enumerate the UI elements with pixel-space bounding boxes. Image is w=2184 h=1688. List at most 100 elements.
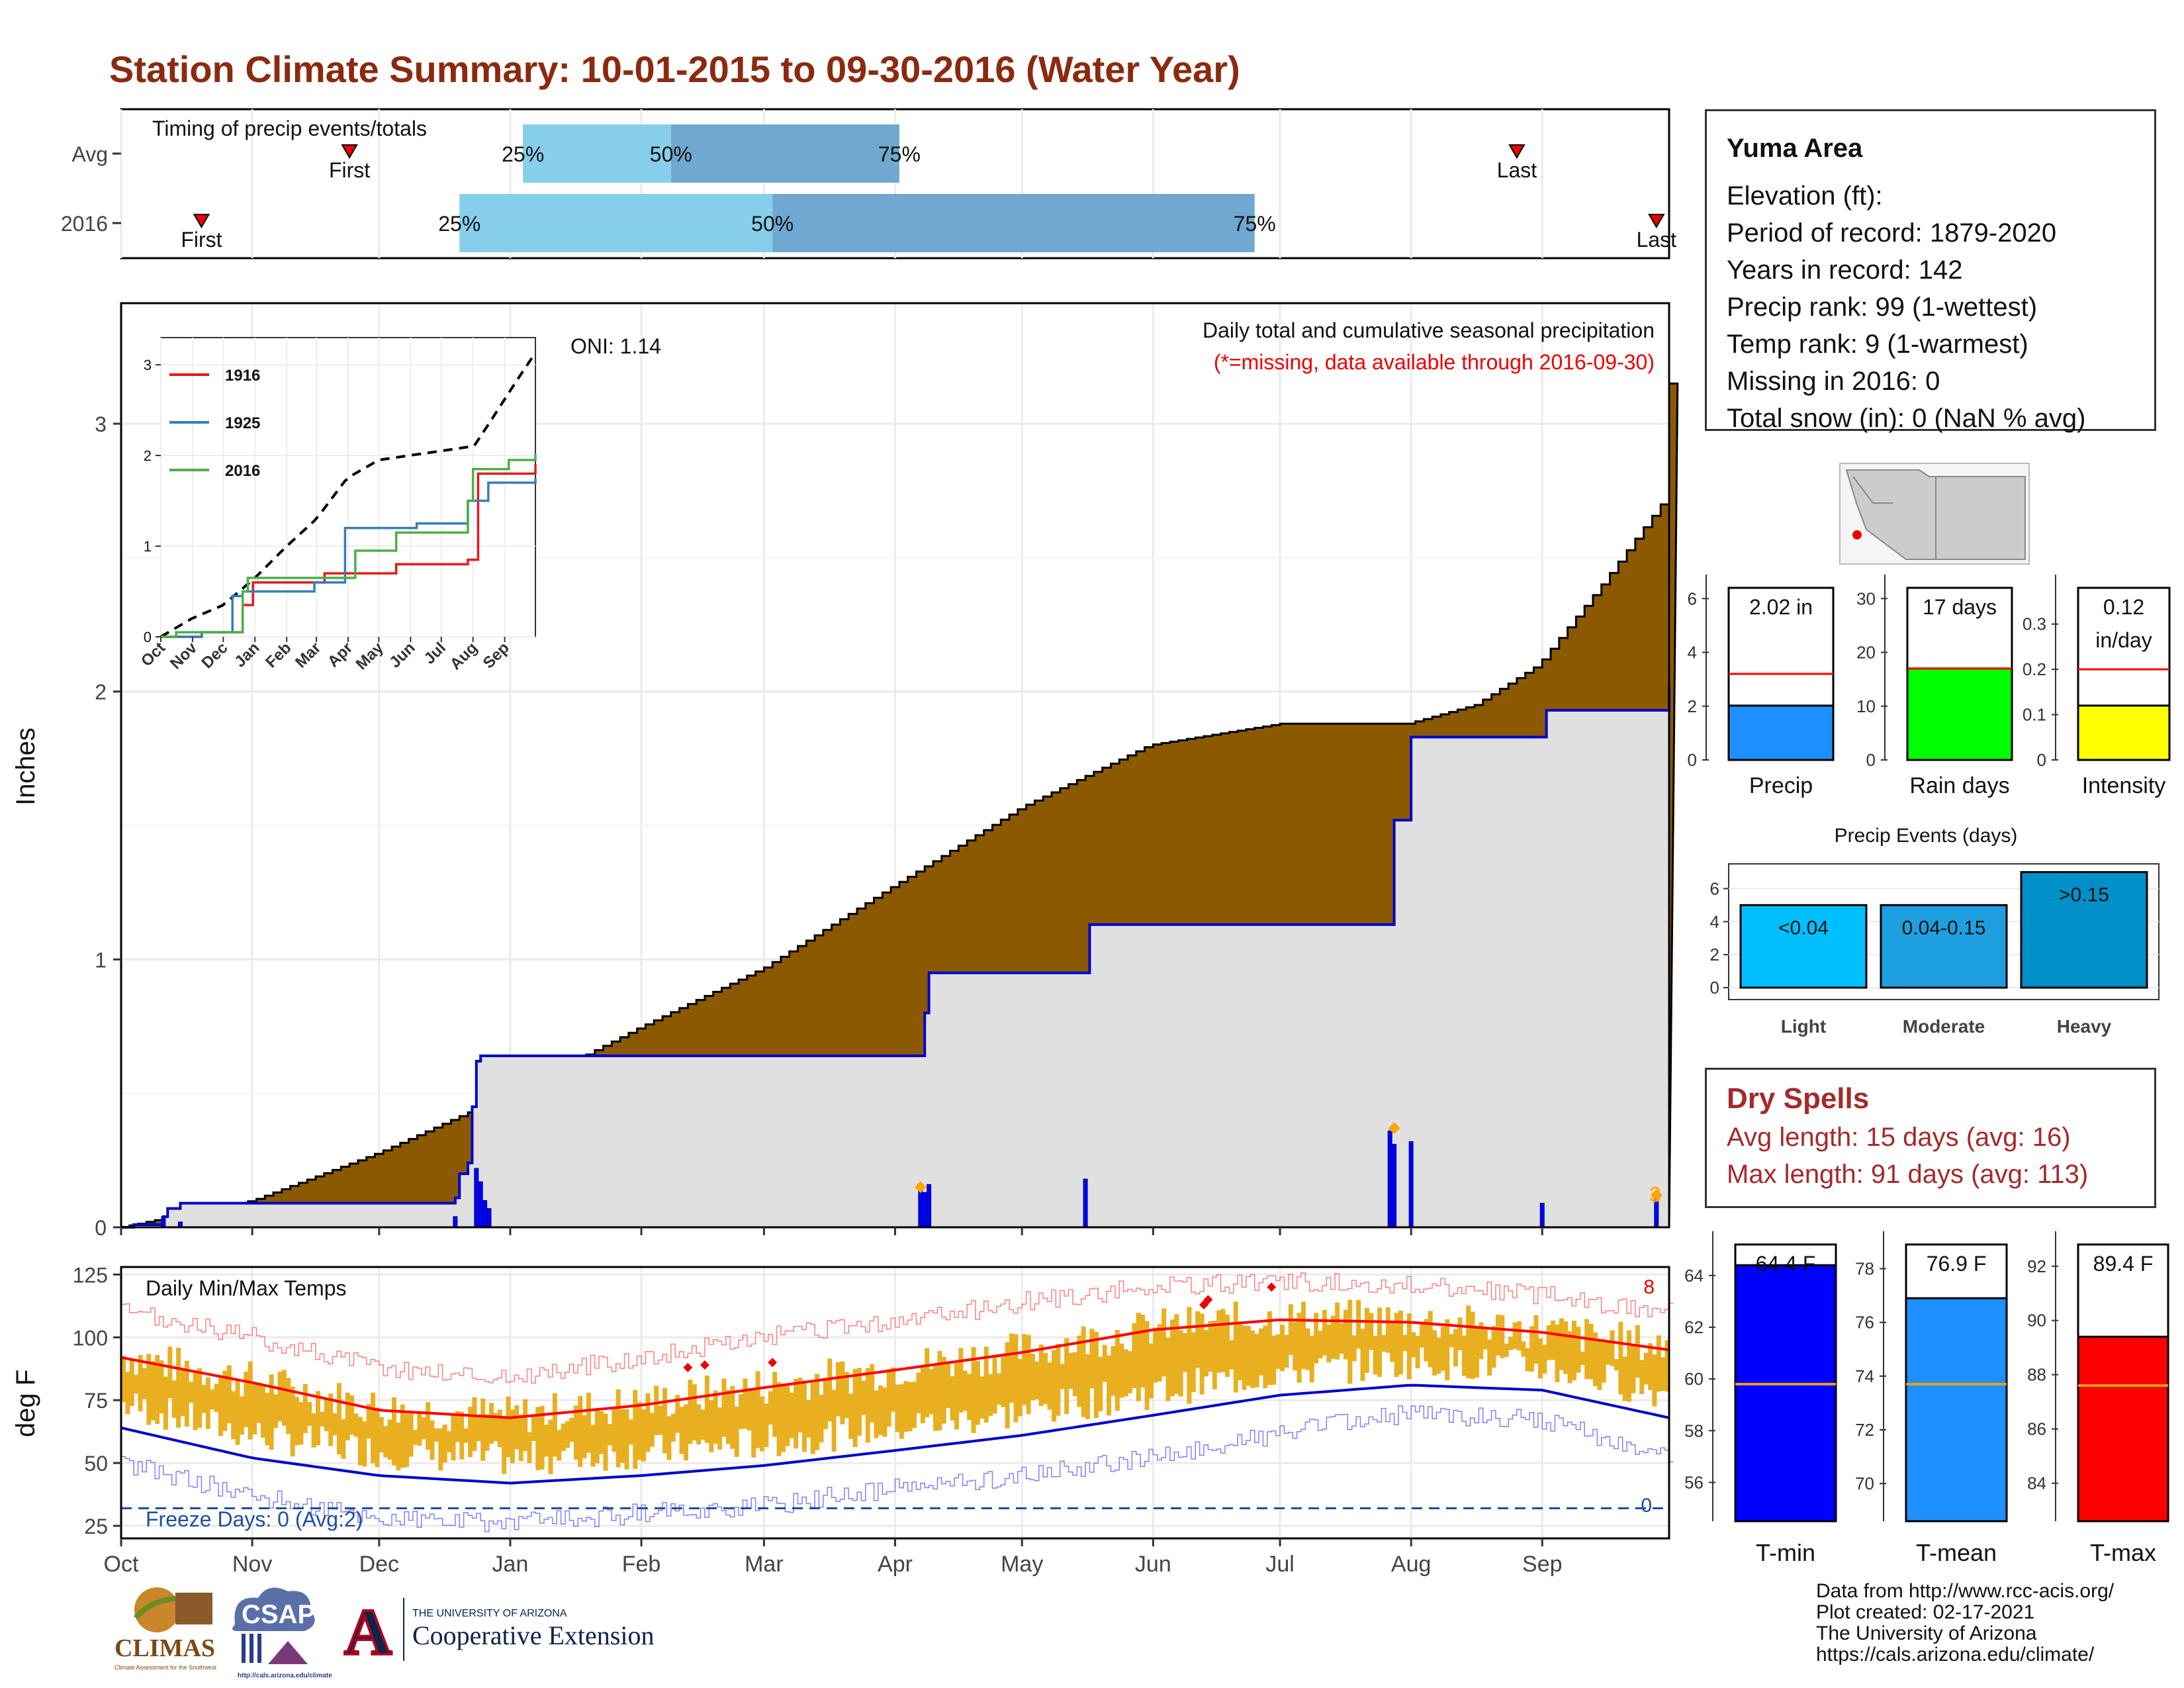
daily-temp-bar — [996, 1373, 1001, 1405]
daily-temp-bar — [1533, 1315, 1539, 1364]
summary-intensity-tick-label: 0.3 — [2023, 614, 2046, 634]
daily-temp-bar — [1339, 1323, 1344, 1354]
precip-y-tick-label: 0 — [95, 1216, 107, 1240]
record-tmin-line — [121, 1405, 1674, 1532]
daily-temp-bar — [683, 1404, 688, 1461]
daily-temp-bar — [552, 1393, 557, 1457]
daily-temp-bar — [396, 1423, 401, 1471]
record-temp-marker — [683, 1362, 693, 1372]
daily-temp-bar — [167, 1346, 173, 1399]
daily-temp-bar — [252, 1383, 257, 1435]
daily-temp-bar — [1259, 1328, 1264, 1376]
daily-temp-bar — [1301, 1301, 1306, 1369]
daily-temp-bar — [578, 1395, 583, 1468]
daily-temp-bar — [1136, 1312, 1141, 1401]
daily-temp-bar — [320, 1411, 325, 1427]
daily-temp-bar — [1153, 1327, 1158, 1383]
daily-temp-bar — [1643, 1352, 1649, 1385]
precip-events-tick-label: 4 — [1710, 912, 1719, 931]
daily-temp-bar — [557, 1430, 562, 1461]
daily-temp-bar — [1588, 1323, 1594, 1380]
summary-precip-tick-label: 2 — [1688, 696, 1697, 716]
daily-temp-bar — [743, 1378, 748, 1429]
info-temp-rank: Temp rank: 9 (1-warmest) — [1727, 330, 2028, 359]
daily-temp-bar — [1246, 1326, 1251, 1386]
daily-temp-bar — [1656, 1335, 1661, 1392]
daily-temp-bar — [937, 1350, 942, 1430]
daily-temp-bar — [353, 1413, 359, 1437]
daily-temp-bar — [527, 1432, 532, 1464]
daily-temp-bar — [1639, 1360, 1645, 1395]
precip-y-tick-label: 2 — [95, 680, 107, 704]
daily-temp-bar — [1551, 1320, 1556, 1360]
daily-temp-bar — [895, 1384, 900, 1432]
daily-temp-bar — [1504, 1343, 1509, 1357]
daily-temp-bar — [586, 1392, 591, 1453]
inset-legend-label: 1925 — [225, 414, 260, 432]
daily-temp-bar — [1115, 1330, 1120, 1411]
daily-temp-bar — [189, 1382, 194, 1403]
daily-temp-bar — [1369, 1313, 1374, 1350]
daily-temp-bar — [1267, 1311, 1272, 1385]
daily-temp-bar — [1297, 1313, 1302, 1383]
daily-temp-bar — [1022, 1334, 1027, 1405]
daily-temp-bar — [1093, 1331, 1099, 1419]
precip-event-category: Heavy — [2057, 1016, 2112, 1037]
daily-temp-bar — [1500, 1315, 1505, 1358]
daily-temp-bar — [1195, 1311, 1201, 1368]
daily-temp-bar — [146, 1354, 152, 1425]
daily-temp-bar — [256, 1383, 261, 1423]
summary-precip-value-label: 2.02 in — [1749, 595, 1813, 619]
daily-temp-bar — [670, 1413, 676, 1442]
daily-temp-bar — [1411, 1332, 1416, 1358]
daily-temp-bar — [912, 1382, 917, 1429]
daily-temp-bar — [1212, 1321, 1217, 1389]
summary-precip-tick-label: 6 — [1688, 588, 1697, 608]
daily-temp-bar — [311, 1413, 316, 1448]
daily-temp-bar — [1081, 1326, 1086, 1417]
timing-label-25: 25% — [438, 212, 480, 236]
precip-event-marker — [1388, 1122, 1400, 1135]
temp-summary-t-min-tick-label: 62 — [1684, 1317, 1704, 1337]
summary-rain-days-value-label: 17 days — [1923, 595, 1997, 619]
info-period: Period of record: 1879-2020 — [1727, 218, 2057, 248]
freeze-count: 0 — [1641, 1495, 1652, 1517]
credit-url: https://cals.arizona.edu/climate/ — [1816, 1644, 2095, 1665]
timing-first-marker — [341, 144, 358, 159]
info-precip-rank: Precip rank: 99 (1-wettest) — [1727, 293, 2038, 322]
precip-panel: 3 0 1 2 3 Inches Daily total and cumulative se… — [11, 302, 1679, 1240]
record-temp-marker — [768, 1358, 778, 1368]
avg-tmax-line — [120, 1318, 1670, 1419]
daily-temp-bar — [1123, 1349, 1128, 1397]
daily-temp-bar — [962, 1370, 968, 1411]
daily-temp-bar — [1178, 1330, 1183, 1397]
daily-temp-bar — [607, 1424, 612, 1446]
daily-temp-bar — [1618, 1321, 1623, 1395]
inset-legend-label: 1916 — [225, 367, 260, 385]
inset-series-2016 — [161, 453, 537, 638]
daily-temp-bar — [739, 1394, 744, 1429]
daily-temp-bar — [662, 1387, 668, 1454]
daily-temp-bar — [1572, 1321, 1577, 1381]
daily-temp-bar — [345, 1392, 350, 1440]
daily-temp-bar — [1263, 1325, 1268, 1388]
summary-precip-name: Precip — [1749, 773, 1813, 798]
page-title: Station Climate Summary: 10-01-2015 to 0… — [109, 48, 1240, 90]
summary-rain-days-name: Rain days — [1909, 773, 2009, 798]
timing-last-label: Last — [1497, 158, 1537, 182]
daily-temp-bar — [1491, 1326, 1496, 1368]
summary-precip-tick-label: 4 — [1688, 643, 1697, 663]
daily-temp-bar — [1652, 1354, 1657, 1407]
daily-temp-bar — [1326, 1324, 1332, 1363]
daily-temp-bar — [1546, 1325, 1551, 1360]
temp-summary-t-mean-tick-label: 70 — [1855, 1474, 1874, 1493]
info-snow: Total snow (in): 0 (NaN % avg) — [1727, 404, 2086, 433]
daily-temp-bar — [1309, 1335, 1314, 1383]
daily-precip-bar — [1539, 1203, 1545, 1228]
daily-temp-bar — [1580, 1351, 1585, 1366]
daily-temp-bar — [1360, 1329, 1365, 1382]
daily-temp-bar — [1001, 1356, 1006, 1407]
daily-temp-bar — [438, 1428, 443, 1471]
daily-temp-bar — [1165, 1337, 1171, 1401]
daily-temp-bar — [615, 1389, 621, 1468]
